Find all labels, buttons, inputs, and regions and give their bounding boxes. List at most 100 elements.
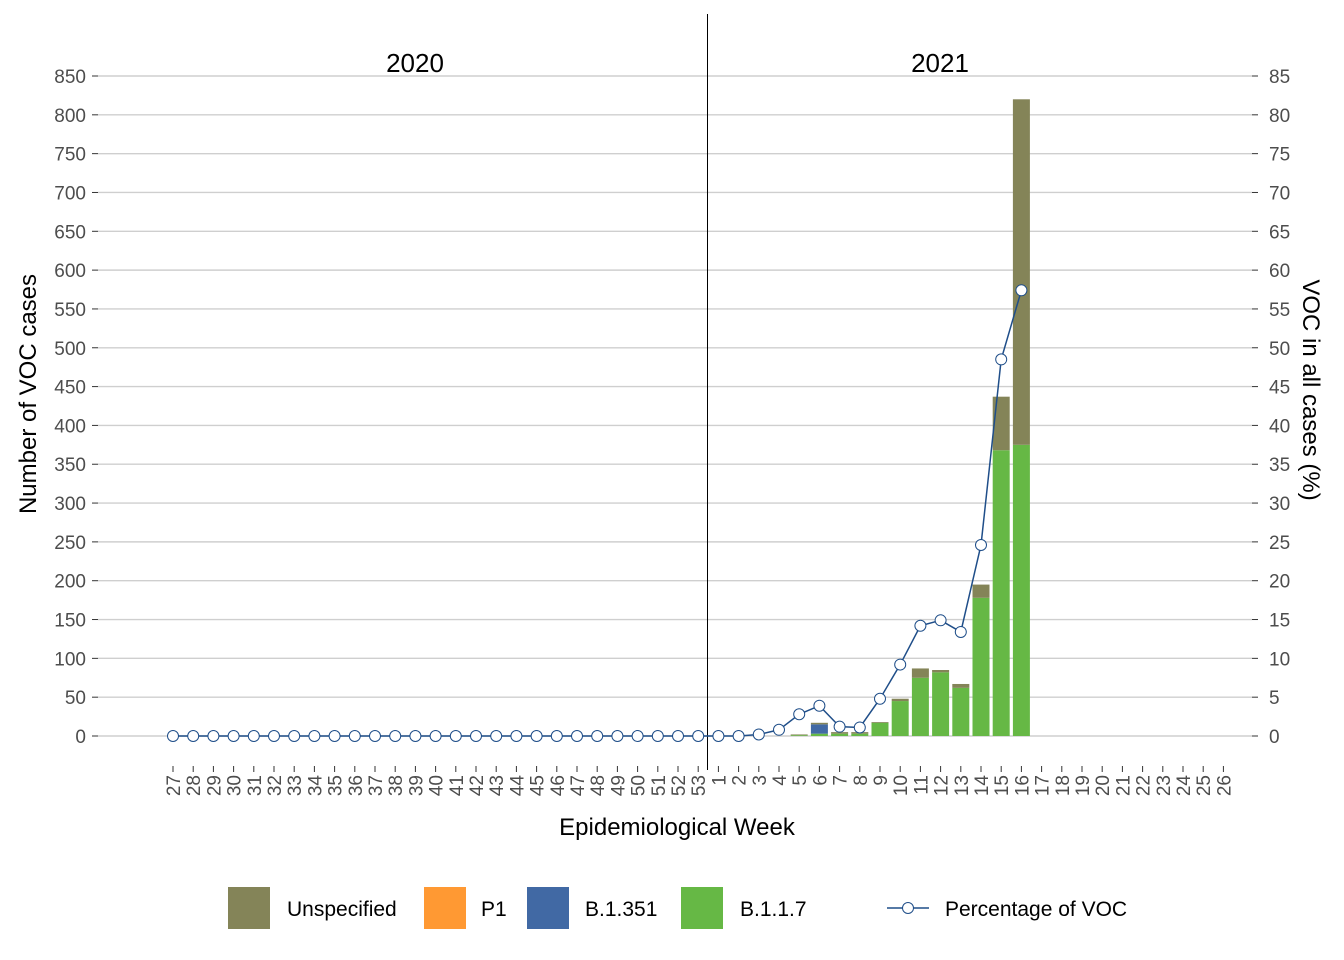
bar-segment (911, 668, 929, 678)
y-tick-label: 450 (54, 378, 86, 399)
x-tick-label: 7 (831, 775, 852, 786)
x-tick-label: 37 (366, 775, 387, 796)
y2-tick-label: 50 (1269, 339, 1290, 360)
bar-segment (932, 670, 950, 673)
bar-segment (831, 732, 849, 734)
percentage-point (328, 730, 341, 742)
y-axis-left: 0 50 100 150 200 250 300 350 400 450 500 550 600 650 7… (54, 67, 98, 748)
percentage-point (348, 730, 361, 742)
x-tick-label: 46 (548, 775, 569, 796)
x-tick-label: 17 (1033, 775, 1054, 796)
x-tick-label: 30 (225, 775, 246, 796)
y-tick-label: 50 (65, 688, 86, 709)
percentage-point (308, 730, 321, 742)
percentage-point (672, 730, 684, 742)
legend-label-percentage: Percentage of VOC (945, 898, 1127, 921)
x-tick-label: 4 (770, 775, 791, 786)
bar-segment (1012, 99, 1030, 445)
percentage-line-path (173, 290, 1023, 737)
y2-tick-label: 80 (1269, 106, 1290, 127)
y-tick-label: 350 (54, 455, 86, 476)
y2-axis-title: VOC in all cases (%) (1297, 279, 1324, 500)
x-tick-label: 25 (1194, 775, 1215, 796)
bar-segment (891, 698, 909, 702)
y-tick-label: 400 (54, 416, 86, 437)
percentage-point (874, 692, 886, 705)
percentage-point (651, 730, 664, 742)
y-tick-label: 750 (54, 145, 86, 166)
y2-tick-label: 35 (1269, 455, 1290, 476)
y2-tick-label: 85 (1269, 67, 1290, 88)
percentage-point (773, 723, 785, 736)
percentage-point (288, 730, 301, 742)
x-tick-label: 45 (528, 775, 549, 796)
y-tick-label: 850 (54, 67, 86, 88)
x-tick-label: 51 (649, 775, 670, 796)
x-tick-label: 42 (467, 775, 488, 796)
y2-tick-label: 0 (1269, 727, 1280, 748)
y2-tick-label: 65 (1269, 222, 1290, 243)
bar-segment (972, 584, 990, 598)
percentage-point (268, 730, 280, 742)
y2-tick-label: 55 (1269, 300, 1290, 321)
x-tick-label: 50 (629, 775, 650, 796)
x-tick-label: 31 (245, 775, 266, 796)
bar-segment (871, 722, 889, 723)
percentage-point (853, 721, 866, 734)
percentage-point (187, 730, 200, 742)
x-tick-label: 13 (952, 775, 973, 796)
y2-tick-label: 75 (1269, 145, 1290, 166)
percentage-point (389, 730, 402, 742)
legend-label-unspecified: Unspecified (287, 898, 397, 921)
percentage-point (712, 730, 725, 742)
x-tick-label: 15 (992, 775, 1013, 796)
percentage-point (833, 720, 846, 733)
x-tick-label: 16 (1012, 775, 1033, 796)
x-tick-label: 19 (1073, 775, 1094, 796)
percentage-line (167, 284, 1028, 742)
legend-label-b117: B.1.1.7 (740, 898, 807, 921)
x-tick-label: 22 (1134, 775, 1155, 796)
x-axis: 27 28 29 30 31 32 33 34 35 36 37 38 39 40 41 42 43 44 45 46… (164, 766, 1235, 796)
x-tick-label: 40 (427, 775, 448, 796)
legend-swatch-p1 (424, 887, 466, 929)
percentage-point (611, 730, 624, 742)
percentage-point (591, 730, 604, 742)
x-tick-label: 10 (891, 775, 912, 796)
bar-segment (972, 597, 990, 736)
bar-segment (790, 735, 808, 736)
y-tick-label: 600 (54, 261, 86, 282)
x-tick-label: 32 (265, 775, 286, 796)
legend-swatch-unspecified (228, 887, 270, 929)
x-tick-label: 14 (972, 775, 993, 797)
bars (790, 99, 1030, 736)
percentage-point (894, 658, 907, 671)
percentage-point (449, 730, 462, 742)
x-tick-label: 11 (911, 775, 932, 795)
x-tick-label: 52 (669, 775, 690, 796)
percentage-point (1015, 284, 1028, 297)
y-tick-label: 650 (54, 222, 86, 243)
y-tick-label: 250 (54, 533, 86, 554)
y2-tick-label: 20 (1269, 572, 1290, 593)
y-tick-label: 500 (54, 339, 86, 360)
percentage-point (470, 730, 482, 742)
y-axis-right: 0 5 10 15 20 25 30 35 40 45 50 55 60 65 70 75 80 85 (1252, 67, 1290, 748)
x-tick-label: 3 (750, 775, 771, 786)
percentage-point (550, 730, 563, 742)
percentage-point (369, 730, 381, 742)
bar-segment (790, 734, 808, 736)
bar-segment (810, 733, 828, 736)
percentage-point (793, 708, 806, 721)
y-axis-title: Number of VOC cases (15, 274, 42, 514)
y-tick-label: 800 (54, 106, 86, 127)
bar-segment (932, 672, 950, 736)
x-tick-label: 53 (689, 775, 710, 796)
percentage-point (975, 538, 987, 551)
x-tick-label: 24 (1174, 775, 1195, 797)
x-tick-label: 23 (1154, 775, 1175, 796)
legend-marker-percentage (902, 902, 914, 914)
percentage-point (692, 730, 705, 742)
x-axis-title: Epidemiological Week (559, 814, 796, 841)
